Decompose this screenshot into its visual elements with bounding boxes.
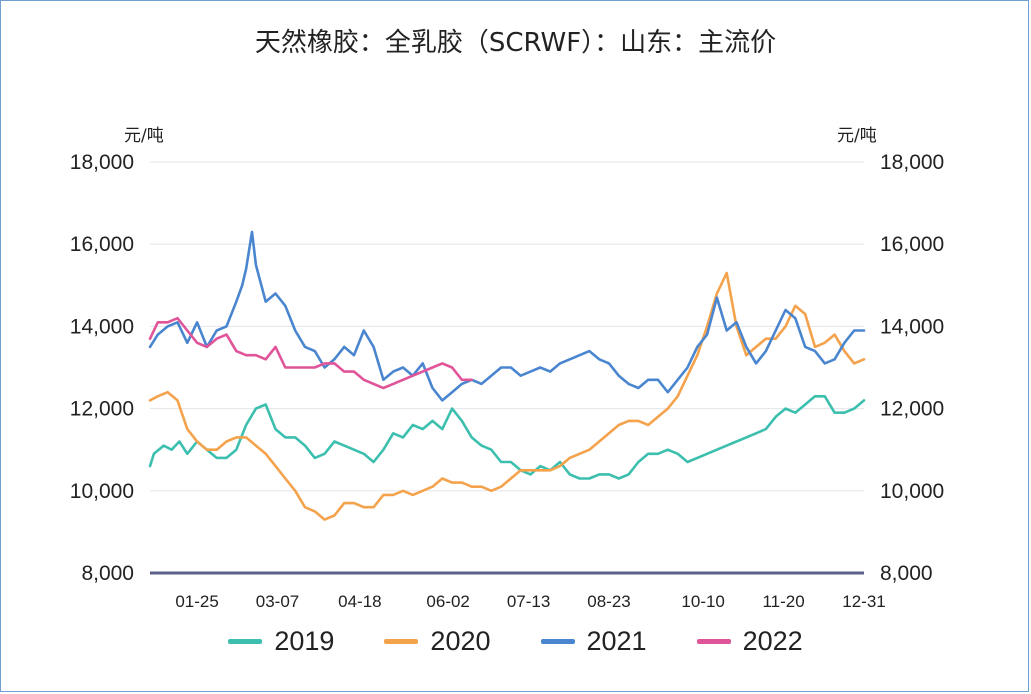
y-tick-label-left: 12,000 bbox=[70, 398, 134, 421]
x-tick-label: 03-07 bbox=[256, 592, 299, 611]
series-line-2019 bbox=[148, 394, 866, 480]
legend-label: 2022 bbox=[742, 626, 803, 656]
x-tick-label: 01-25 bbox=[175, 592, 218, 611]
legend-swatch bbox=[384, 639, 419, 644]
legend-swatch bbox=[696, 639, 731, 644]
x-tick-label: 08-23 bbox=[587, 592, 630, 611]
y-tick-label-left: 10,000 bbox=[70, 480, 134, 503]
y-axis-right: 8,000 10,000 12,000 14,000 16,000 18,000 bbox=[880, 151, 944, 585]
x-tick-label: 10-10 bbox=[681, 592, 724, 611]
legend-label: 2019 bbox=[274, 626, 335, 656]
y-unit-right: 元/吨 bbox=[837, 126, 877, 146]
series-line-2022 bbox=[148, 316, 474, 390]
y-axis-left: 8,000 10,000 12,000 14,000 16,000 18,000 bbox=[70, 151, 134, 585]
x-tick-label: 06-02 bbox=[426, 592, 469, 611]
y-tick-label-left: 8,000 bbox=[81, 562, 134, 585]
x-tick-label: 04-18 bbox=[338, 592, 381, 611]
legend-swatch bbox=[540, 639, 575, 644]
y-tick-label-right: 16,000 bbox=[880, 233, 944, 256]
x-tick-label: 11-20 bbox=[762, 592, 804, 611]
chart-title: 天然橡胶：全乳胶（SCRWF）：山东：主流价 bbox=[254, 28, 777, 58]
y-tick-label-left: 14,000 bbox=[70, 315, 134, 338]
legend-label: 2020 bbox=[430, 626, 491, 656]
series-lines bbox=[148, 230, 866, 521]
x-tick-label: 07-13 bbox=[507, 592, 550, 611]
legend-item-2021: 2021 bbox=[540, 626, 647, 657]
y-tick-label-left: 18,000 bbox=[70, 151, 134, 174]
legend-swatch bbox=[228, 639, 263, 644]
legend-label: 2021 bbox=[586, 626, 647, 656]
y-tick-label-left: 16,000 bbox=[70, 233, 134, 256]
legend-item-2019: 2019 bbox=[228, 626, 334, 657]
y-unit-left: 元/吨 bbox=[124, 126, 164, 146]
y-tick-label-right: 18,000 bbox=[880, 151, 944, 174]
legend-item-2022: 2022 bbox=[696, 626, 803, 657]
x-tick-label: 12-31 bbox=[842, 592, 885, 611]
y-tick-label-right: 10,000 bbox=[880, 480, 944, 503]
y-tick-label-right: 14,000 bbox=[880, 315, 944, 338]
legend-item-2020: 2020 bbox=[384, 626, 491, 657]
series-line-2020 bbox=[148, 271, 866, 521]
legend: 2019 2020 2021 2022 bbox=[0, 626, 1031, 657]
y-tick-label-right: 12,000 bbox=[880, 398, 944, 421]
series-line-2021 bbox=[148, 230, 866, 402]
gridlines bbox=[150, 161, 864, 575]
y-tick-label-right: 8,000 bbox=[880, 562, 933, 585]
x-axis: 01-25 03-07 04-18 06-02 07-13 08-23 10-10 11-20… bbox=[175, 592, 885, 611]
